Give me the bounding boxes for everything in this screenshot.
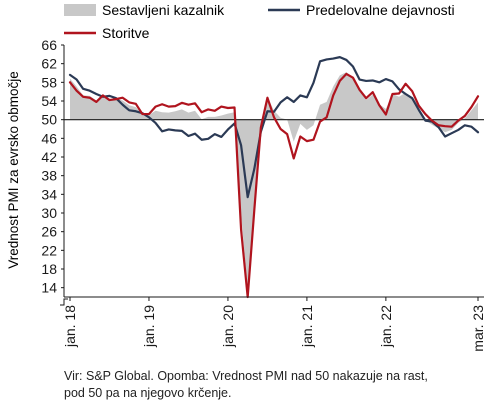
x-tick-label: jan. 22	[378, 305, 394, 348]
y-tick-label: 34	[41, 186, 57, 202]
y-tick-label: 26	[41, 224, 57, 240]
source-note: Vir: S&P Global. Opomba: Vrednost PMI na…	[64, 368, 484, 402]
y-tick-label: 66	[41, 37, 57, 53]
pmi-chart: Sestavljeni kazalnik Predelovalne dejavn…	[6, 2, 486, 352]
series-line-manufacturing	[68, 56, 480, 199]
x-tick-label: jan. 18	[62, 305, 78, 348]
series-line-services	[68, 72, 480, 299]
legend-swatch-composite	[64, 4, 96, 16]
legend: Sestavljeni kazalnik Predelovalne dejavn…	[64, 2, 455, 41]
y-tick-label: 58	[41, 74, 57, 90]
legend-label-manufacturing: Predelovalne dejavnosti	[306, 2, 455, 18]
y-tick-label: 38	[41, 168, 57, 184]
source-note-line-2: pod 50 pa na njegovo krčenje.	[64, 386, 232, 400]
y-tick-label: 50	[41, 112, 57, 128]
source-note-line-1: Vir: S&P Global. Opomba: Vrednost PMI na…	[64, 369, 428, 383]
y-tick-label: 54	[41, 93, 57, 109]
x-tick-label: mar. 23	[470, 305, 486, 352]
x-tick-label: jan. 20	[220, 305, 236, 348]
y-tick-label: 30	[41, 205, 57, 221]
y-tick-label: 18	[41, 261, 57, 277]
y-tick-label: 62	[41, 56, 57, 72]
y-tick-label: 22	[41, 242, 57, 258]
y-tick-label: 42	[41, 149, 57, 165]
y-tick-label: 46	[41, 130, 57, 146]
y-tick-label: 14	[41, 280, 57, 296]
plot-area: 14 18 22 26 30 34 38 42 46 50 54 58 62 66 jan. 18 jan. …	[41, 37, 486, 352]
y-axis-break-mark	[60, 298, 68, 306]
x-tick-label: jan. 19	[141, 305, 157, 348]
y-axis-label: Vrednost PMI za evrsko območje	[6, 71, 21, 269]
legend-label-services: Storitve	[102, 25, 150, 41]
x-tick-label: jan. 21	[299, 305, 315, 348]
legend-label-composite: Sestavljeni kazalnik	[102, 2, 225, 18]
